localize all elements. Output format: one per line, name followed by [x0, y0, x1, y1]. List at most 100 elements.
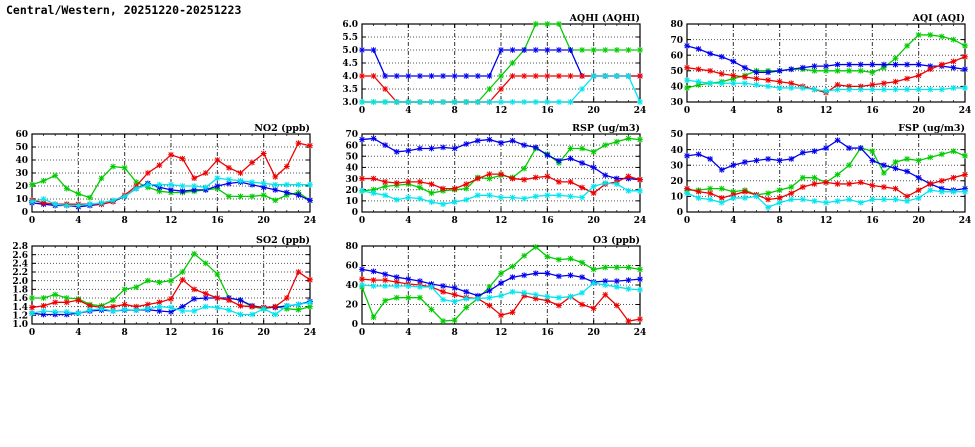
y-tick-label: 1.4: [12, 303, 28, 313]
y-tick-label: 1.8: [12, 286, 28, 296]
series-day1: [359, 244, 643, 324]
chart-title-rsp: RSP (ug/m3): [572, 123, 640, 134]
x-tick-label: 8: [452, 328, 458, 338]
chart-panel-o3: 0 20 40 60 80 0 4 8 12 16 20 24 O3 (ppb): [330, 234, 650, 344]
chart-panel-aqhi: 3.0 3.5 4.0 4.5 5.0 5.5 6.0 0 4 8 12 16 20 24 AQHI (AQ…: [330, 12, 650, 122]
x-tick-label: 24: [304, 216, 317, 226]
chart-panel-rsp: 0 10 20 30 40 50 60 70 0 4 8 12 16 20 24 RSP (ug/m3): [330, 122, 650, 232]
x-tick-label: 16: [541, 106, 554, 116]
y-tick-label: 10: [15, 195, 28, 205]
x-tick-label: 16: [866, 106, 879, 116]
y-tick-label: 60: [345, 262, 358, 272]
x-tick-label: 24: [634, 328, 647, 338]
x-tick-label: 4: [730, 106, 736, 116]
plot-frame: [361, 133, 641, 213]
y-tick-label: 0: [677, 208, 683, 218]
y-tick-label: 3.0: [342, 98, 358, 108]
y-tick-label: 70: [670, 36, 683, 46]
y-tick-label: 10: [670, 193, 683, 203]
y-tick-label: 30: [345, 175, 358, 185]
chart-aqi: 30 40 50 60 70 80 0 4 8 12 16 20 24 AQI (AQI): [670, 13, 972, 116]
chart-panel-no2: 0 10 20 30 40 50 60 0 4 8 12 16 20 24 NO2 (ppb): [0, 122, 320, 232]
x-tick-label: 0: [359, 216, 365, 226]
x-tick-label: 16: [541, 216, 554, 226]
x-tick-label: 4: [75, 216, 81, 226]
chart-fsp: 0 10 20 30 40 50 0 4 8 12 16 20 24 FSP (ug/m3): [670, 123, 971, 226]
plot-frame: [686, 23, 966, 103]
x-tick-label: 20: [257, 216, 270, 226]
chart-so2: 1.01.21.41.61.82.02.22.42.62.8 0 4 8 12 16 20 2…: [12, 235, 317, 338]
y-tick-label: 40: [15, 156, 28, 166]
series-day4: [359, 280, 643, 305]
y-tick-label: 50: [670, 130, 683, 140]
x-tick-label: 24: [304, 328, 317, 338]
x-tick-label: 20: [912, 216, 925, 226]
y-tick-label: 50: [15, 143, 28, 153]
chart-title-o3: O3 (ppb): [593, 235, 640, 246]
y-tick-label: 1.0: [12, 320, 28, 330]
x-tick-label: 4: [405, 216, 411, 226]
x-tick-label: 4: [75, 328, 81, 338]
y-tick-label: 2.0: [12, 277, 28, 287]
x-tick-label: 4: [405, 328, 411, 338]
x-tick-label: 12: [495, 328, 508, 338]
y-tick-label: 40: [345, 164, 358, 174]
x-tick-label: 24: [959, 106, 972, 116]
y-tick-label: 30: [670, 161, 683, 171]
x-tick-label: 20: [257, 328, 270, 338]
x-tick-label: 8: [777, 106, 783, 116]
y-tick-label: 80: [670, 20, 683, 30]
x-tick-label: 4: [730, 216, 736, 226]
chart-o3: 0 20 40 60 80 0 4 8 12 16 20 24 O3 (ppb): [345, 235, 647, 338]
x-tick-label: 12: [820, 216, 833, 226]
x-tick-label: 0: [684, 106, 690, 116]
x-tick-label: 20: [587, 328, 600, 338]
y-tick-label: 30: [15, 169, 28, 179]
x-tick-label: 20: [587, 106, 600, 116]
y-tick-label: 40: [670, 83, 683, 93]
x-tick-label: 8: [122, 328, 128, 338]
y-tick-label: 6.0: [342, 20, 358, 30]
y-tick-label: 70: [345, 130, 358, 140]
y-tick-label: 40: [670, 146, 683, 156]
chart-panel-so2: 1.0 1.2 1.4 1.6 1.8 2.0 2.2 2.4 2.6 2.8 0 4 8 12 16 20 2…: [0, 234, 320, 344]
chart-no2: 0 10 20 30 40 50 60 0 4 8 12 16 20 24 NO2 (ppb): [15, 123, 317, 226]
plot-frame: [31, 133, 311, 213]
x-tick-label: 16: [211, 216, 224, 226]
y-tick-label: 30: [670, 98, 683, 108]
y-tick-label: 0: [22, 208, 28, 218]
y-tick-label: 60: [670, 51, 683, 61]
y-tick-label: 0: [352, 320, 358, 330]
series-day4: [684, 187, 968, 211]
y-tick-label: 2.8: [12, 242, 28, 252]
y-tick-label: 4.0: [342, 72, 358, 82]
y-tick-label: 2.2: [12, 268, 28, 278]
series-day3: [359, 171, 643, 196]
y-tick-label: 60: [345, 141, 358, 151]
x-tick-label: 20: [912, 106, 925, 116]
y-tick-label: 2.6: [12, 251, 28, 261]
y-tick-label: 2.4: [12, 260, 28, 270]
x-tick-label: 12: [165, 216, 178, 226]
x-tick-label: 8: [122, 216, 128, 226]
y-tick-label: 5.0: [342, 46, 358, 56]
x-tick-label: 16: [866, 216, 879, 226]
series-day2: [684, 42, 968, 76]
series-day4: [29, 299, 313, 318]
y-tick-label: 20: [345, 186, 358, 196]
y-tick-label: 1.6: [12, 294, 28, 304]
chart-panel-fsp: 0 10 20 30 40 50 0 4 8 12 16 20 24 FSP (ug/m3): [655, 122, 975, 232]
x-tick-label: 16: [211, 328, 224, 338]
x-tick-label: 8: [777, 216, 783, 226]
x-tick-label: 8: [452, 216, 458, 226]
page-title: Central/Western, 20251220-20251223: [6, 3, 242, 17]
chart-title-fsp: FSP (ug/m3): [898, 123, 965, 134]
x-tick-label: 24: [634, 216, 647, 226]
x-tick-label: 12: [165, 328, 178, 338]
y-tick-label: 4.5: [342, 59, 358, 69]
y-tick-label: 80: [345, 242, 358, 252]
x-tick-label: 0: [359, 106, 365, 116]
series-day4: [29, 175, 313, 209]
chart-panel-aqi: 30 40 50 60 70 80 0 4 8 12 16 20 24 AQI (AQI): [655, 12, 975, 122]
